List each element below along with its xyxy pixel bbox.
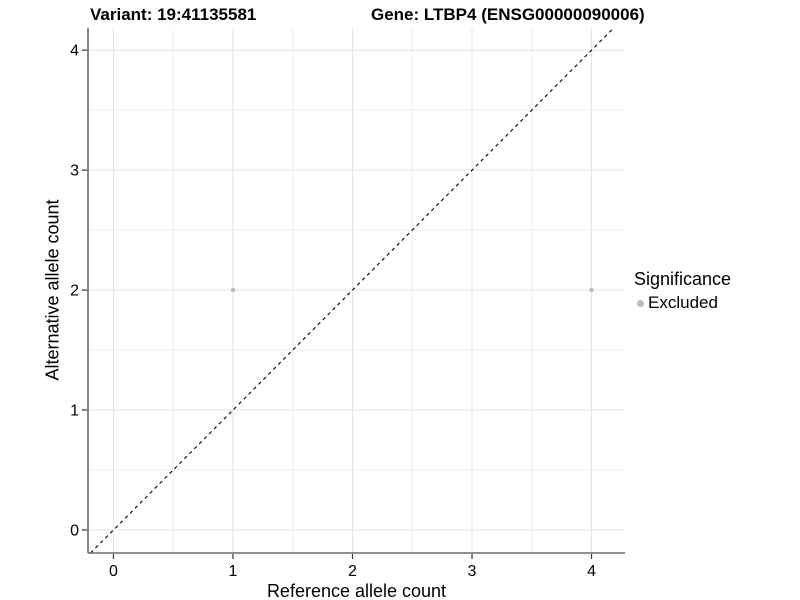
plot-title-variant: Variant: 19:41135581 [90,5,257,24]
x-tick-label: 4 [587,563,596,580]
y-tick-label: 0 [70,522,79,539]
y-tick-label: 2 [70,283,79,300]
y-tick-label: 1 [70,403,79,420]
y-axis-label: Alternative allele count [42,199,63,381]
x-tick-label: 3 [468,563,477,580]
tick-labels: 0 1 2 3 4 0 1 2 3 4 [70,43,596,580]
data-points [230,287,594,293]
identity-line [90,27,615,554]
identity-line-group [90,27,615,554]
y-tick-label: 4 [70,43,79,60]
plot-title-gene: Gene: LTBP4 (ENSG00000090006) [371,5,645,24]
legend-item-excluded: Excluded [634,293,731,313]
legend-title: Significance [634,269,732,289]
axes [82,28,625,559]
data-point [589,287,594,293]
legend-item-label: Excluded [648,293,718,312]
x-axis-label: Reference allele count [266,581,447,600]
grid-major [88,28,625,553]
x-tick-label: 0 [109,563,118,580]
y-tick-label: 3 [70,163,79,180]
x-tick-label: 2 [348,563,357,580]
legend-point-icon [637,299,644,307]
x-tick-label: 1 [229,563,238,580]
data-point [230,287,236,293]
legend: Significance Excluded [634,269,731,313]
